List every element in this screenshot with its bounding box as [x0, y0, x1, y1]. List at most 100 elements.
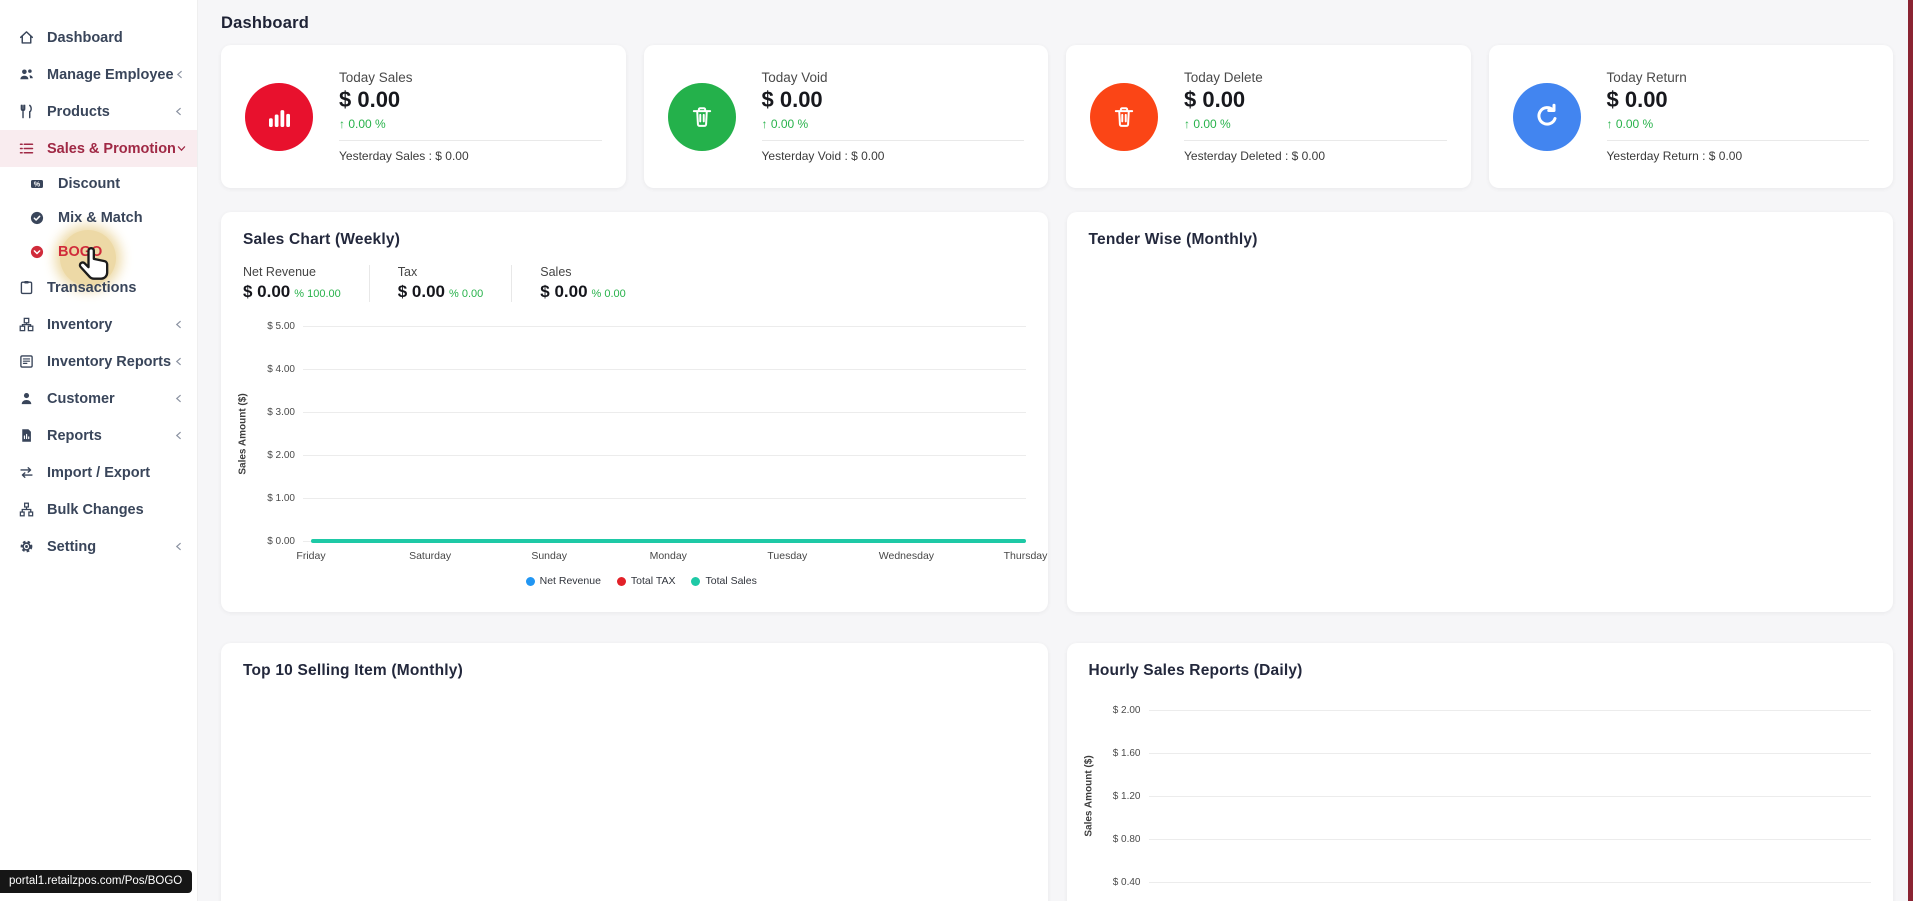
stat-tax: Tax $ 0.00% 0.00	[368, 265, 512, 302]
grid-line	[1148, 838, 1871, 840]
panel-title: Hourly Sales Reports (Daily)	[1088, 662, 1303, 679]
return-rotate-icon	[1512, 82, 1581, 151]
chevron-left-icon	[173, 106, 184, 117]
panel-top-10-selling: Top 10 Selling Item (Monthly)	[221, 643, 1048, 901]
divider	[1184, 140, 1447, 141]
sidebar-item-manage-employee[interactable]: Manage Employee	[0, 56, 197, 93]
stat-sales: Sales $ 0.00% 0.00	[511, 265, 654, 302]
y-tick-label: $ 0.80	[1112, 833, 1141, 845]
sidebar-item-bulk-changes[interactable]: Bulk Changes	[0, 491, 197, 528]
sidebar-item-import-export[interactable]: Import / Export	[0, 454, 197, 491]
legend-dot-icon	[616, 576, 626, 586]
grid-line	[303, 497, 1026, 499]
sidebar-item-sales-promotion[interactable]: Sales & Promotion	[0, 130, 197, 167]
plot-area: $ 2.00 $ 1.60 $ 1.20 $ 0.80 $ 0.40	[1103, 705, 1871, 888]
panel-tender-wise: Tender Wise (Monthly)	[1066, 212, 1893, 612]
people-icon	[17, 66, 35, 84]
y-tick-label: $ 2.00	[1112, 704, 1141, 716]
grid-line	[1148, 795, 1871, 797]
x-tick-label: Sunday	[531, 550, 567, 562]
sidebar-item-label: Customer	[47, 390, 115, 407]
x-tick-label: Monday	[649, 550, 687, 562]
sidebar-item-reports[interactable]: Reports	[0, 417, 197, 454]
legend-item: Total Sales	[691, 575, 757, 587]
sidebar-item-label: Discount	[58, 176, 121, 192]
card-title: Today Sales	[339, 70, 413, 85]
sidebar: Dashboard Manage Employee Products	[0, 0, 198, 901]
x-tick-label: Wednesday	[878, 550, 935, 562]
sidebar-item-label: Products	[47, 103, 110, 120]
x-axis-labels: Friday Saturday Sunday Monday Tuesday Wednesd…	[296, 550, 1047, 564]
card-title: Today Return	[1606, 70, 1687, 85]
card-amount: $ 0.00	[761, 87, 823, 112]
sidebar-item-products[interactable]: Products	[0, 93, 197, 130]
weekly-sales-chart: Sales Amount ($) $ 5.00 $ 4.00 $ 3.00 $ 2.0…	[238, 321, 1048, 588]
sidebar-item-label: Transactions	[47, 279, 137, 296]
legend-item: Total TAX	[616, 575, 676, 587]
svg-text:%: %	[34, 180, 41, 189]
card-today-void: Today Void $ 0.00 ↑ 0.00 % Yesterday Voi…	[643, 45, 1048, 188]
x-tick-label: Saturday	[409, 550, 452, 562]
card-footer: Yesterday Sales : $ 0.00	[339, 149, 469, 163]
sidebar-item-label: Import / Export	[47, 464, 151, 481]
total-sales-series-line	[311, 539, 1026, 543]
y-tick-label: $ 5.00	[267, 320, 295, 332]
card-today-sales: Today Sales $ 0.00 ↑ 0.00 % Yesterday Sa…	[221, 45, 626, 188]
x-tick-label: Friday	[296, 550, 326, 562]
chart-legend: Net Revenue Total TAX Total Sales	[257, 575, 1026, 587]
inventory-report-icon	[17, 353, 35, 371]
legend-dot-icon	[525, 576, 535, 586]
stat-net-revenue: Net Revenue $ 0.00% 100.00	[243, 265, 341, 301]
card-footer: Yesterday Void : $ 0.00	[761, 149, 885, 163]
list-icon	[17, 140, 35, 158]
sidebar-item-dashboard[interactable]: Dashboard	[0, 19, 197, 56]
legend-item: Net Revenue	[525, 575, 601, 587]
panel-title: Sales Chart (Weekly)	[243, 231, 401, 248]
sales-stats-row: Net Revenue $ 0.00% 100.00 Tax $ 0.00% 0…	[243, 265, 1026, 302]
card-today-return: Today Return $ 0.00 ↑ 0.00 % Yesterday R…	[1488, 45, 1893, 188]
card-title: Today Delete	[1184, 70, 1263, 85]
status-url-tooltip: portal1.retailzpos.com/Pos/BOGO	[0, 870, 193, 893]
y-tick-label: $ 1.00	[267, 492, 295, 504]
sidebar-nav: Dashboard Manage Employee Products	[0, 0, 197, 565]
sidebar-item-label: Inventory	[47, 316, 113, 333]
chevron-down-icon	[176, 143, 187, 154]
clipboard-icon	[17, 279, 35, 297]
trash-icon	[667, 82, 736, 151]
charts-row: Sales Chart (Weekly) Net Revenue $ 0.00%…	[221, 212, 1893, 612]
scrollbar[interactable]	[1908, 0, 1913, 901]
hourly-sales-chart: Sales Amount ($) $ 2.00 $ 1.60 $ 1.20 $ 0.8…	[1083, 705, 1871, 888]
sidebar-item-inventory[interactable]: Inventory	[0, 306, 197, 343]
card-title: Today Void	[761, 70, 828, 85]
card-delta: ↑ 0.00 %	[1184, 117, 1231, 131]
x-tick-label: Thursday	[1003, 550, 1048, 562]
card-delta: ↑ 0.00 %	[761, 117, 809, 131]
check-circle-icon	[28, 209, 46, 227]
legend-label: Net Revenue	[539, 575, 601, 587]
up-arrow-icon: ↑	[339, 117, 345, 131]
sidebar-item-setting[interactable]: Setting	[0, 528, 197, 565]
sidebar-item-inventory-reports[interactable]: Inventory Reports	[0, 343, 197, 380]
sidebar-item-label: Bulk Changes	[47, 501, 144, 518]
sidebar-item-discount[interactable]: % Discount	[0, 167, 197, 201]
sidebar-item-customer[interactable]: Customer	[0, 380, 197, 417]
card-amount: $ 0.00	[1184, 87, 1246, 112]
sidebar-item-label: Mix & Match	[58, 210, 143, 226]
sidebar-item-label: Inventory Reports	[47, 353, 172, 370]
sidebar-item-label: Reports	[47, 427, 102, 444]
sidebar-item-mix-match[interactable]: Mix & Match	[0, 201, 197, 235]
up-arrow-icon: ↑	[1184, 117, 1190, 131]
divider	[761, 140, 1024, 141]
bogo-icon	[28, 243, 46, 261]
grid-line	[1148, 881, 1871, 883]
card-amount: $ 0.00	[1606, 87, 1668, 112]
divider	[1606, 140, 1869, 141]
legend-label: Total TAX	[630, 575, 676, 587]
grid-line	[303, 368, 1026, 370]
sidebar-item-transactions[interactable]: Transactions	[0, 269, 197, 306]
y-tick-label: $ 0.00	[267, 535, 295, 547]
y-axis-label: Sales Amount ($)	[237, 392, 249, 475]
report-document-icon	[17, 427, 35, 445]
page-title: Dashboard	[221, 14, 309, 32]
